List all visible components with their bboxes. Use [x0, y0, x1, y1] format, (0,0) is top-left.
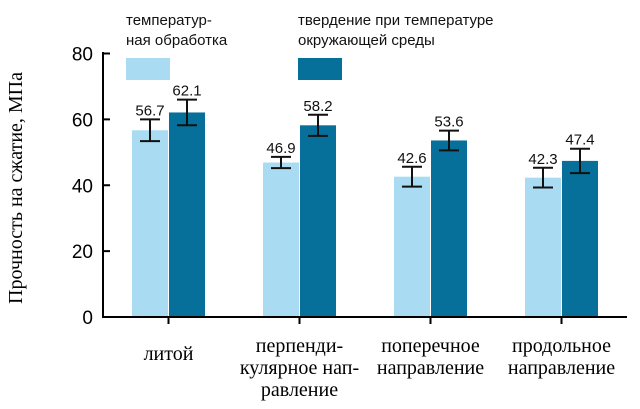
- value-label-s2-c4: 47.4: [565, 132, 594, 149]
- legend-item-1: температур-ная обработка: [126, 12, 228, 80]
- y-tick-label-0: 0: [82, 308, 93, 329]
- value-label-s2-c3: 53.6: [434, 114, 463, 131]
- bars: [132, 112, 598, 318]
- x-tick-label-2: перпенди-кулярное нап-равление: [240, 335, 359, 401]
- legend-swatch-1: [126, 58, 170, 80]
- y-tick-label-20: 20: [72, 242, 93, 263]
- error-bar-s2-c1: [177, 98, 197, 127]
- x-tick-label-1: литой: [144, 343, 194, 365]
- error-bars: [140, 98, 590, 189]
- value-label-s1-c2: 46.9: [266, 140, 295, 157]
- y-axis-label: Прочность на сжатие, МПа: [5, 72, 27, 304]
- error-bar-s2-c2: [308, 113, 328, 137]
- error-bar-s1-c4: [533, 166, 553, 189]
- legend-label-1: температур-ная обработка: [126, 12, 228, 49]
- x-tick-label-4: продольное направление: [508, 335, 615, 379]
- bar-s1-c3: [394, 176, 430, 317]
- bar-s1-c2: [263, 162, 299, 317]
- value-label-s1-c1: 56.7: [135, 102, 164, 119]
- y-tick-label-40: 40: [72, 176, 93, 197]
- legend-item-2: твердение при температуре окружающей сред…: [298, 12, 494, 80]
- legend-label-2: твердение при температуре окружающей сред…: [298, 12, 494, 49]
- y-ticks: 0 20 40 60 80: [72, 45, 110, 329]
- legend-swatch-2: [298, 58, 342, 80]
- value-label-s2-c1: 62.1: [172, 83, 201, 100]
- bar-s2-c1: [169, 112, 205, 317]
- y-tick-label-80: 80: [72, 45, 93, 66]
- bar-s2-c2: [300, 125, 336, 318]
- value-label-s1-c3: 42.6: [397, 150, 426, 167]
- value-label-s1-c4: 42.3: [528, 151, 557, 168]
- x-tick-label-3: поперечное направление: [377, 335, 484, 379]
- error-bar-s2-c3: [439, 129, 459, 152]
- y-tick-label-60: 60: [72, 110, 93, 131]
- value-labels: 56.7 62.1 46.9 58.2 42.6 53.6 42.3 47.4: [135, 83, 594, 168]
- bar-s2-c4: [562, 160, 598, 317]
- x-category-labels: литой перпенди-кулярное нап-равление попер…: [144, 335, 616, 401]
- error-bar-s2-c4: [570, 147, 590, 175]
- bar-s1-c1: [132, 130, 168, 317]
- legend: температур-ная обработка твердение при те…: [126, 12, 494, 80]
- bar-s2-c3: [431, 140, 467, 317]
- bar-s1-c4: [525, 177, 561, 317]
- error-bar-s1-c3: [402, 165, 422, 188]
- error-bar-s1-c2: [271, 155, 291, 170]
- error-bar-s1-c1: [140, 118, 160, 143]
- value-label-s2-c2: 58.2: [303, 98, 332, 115]
